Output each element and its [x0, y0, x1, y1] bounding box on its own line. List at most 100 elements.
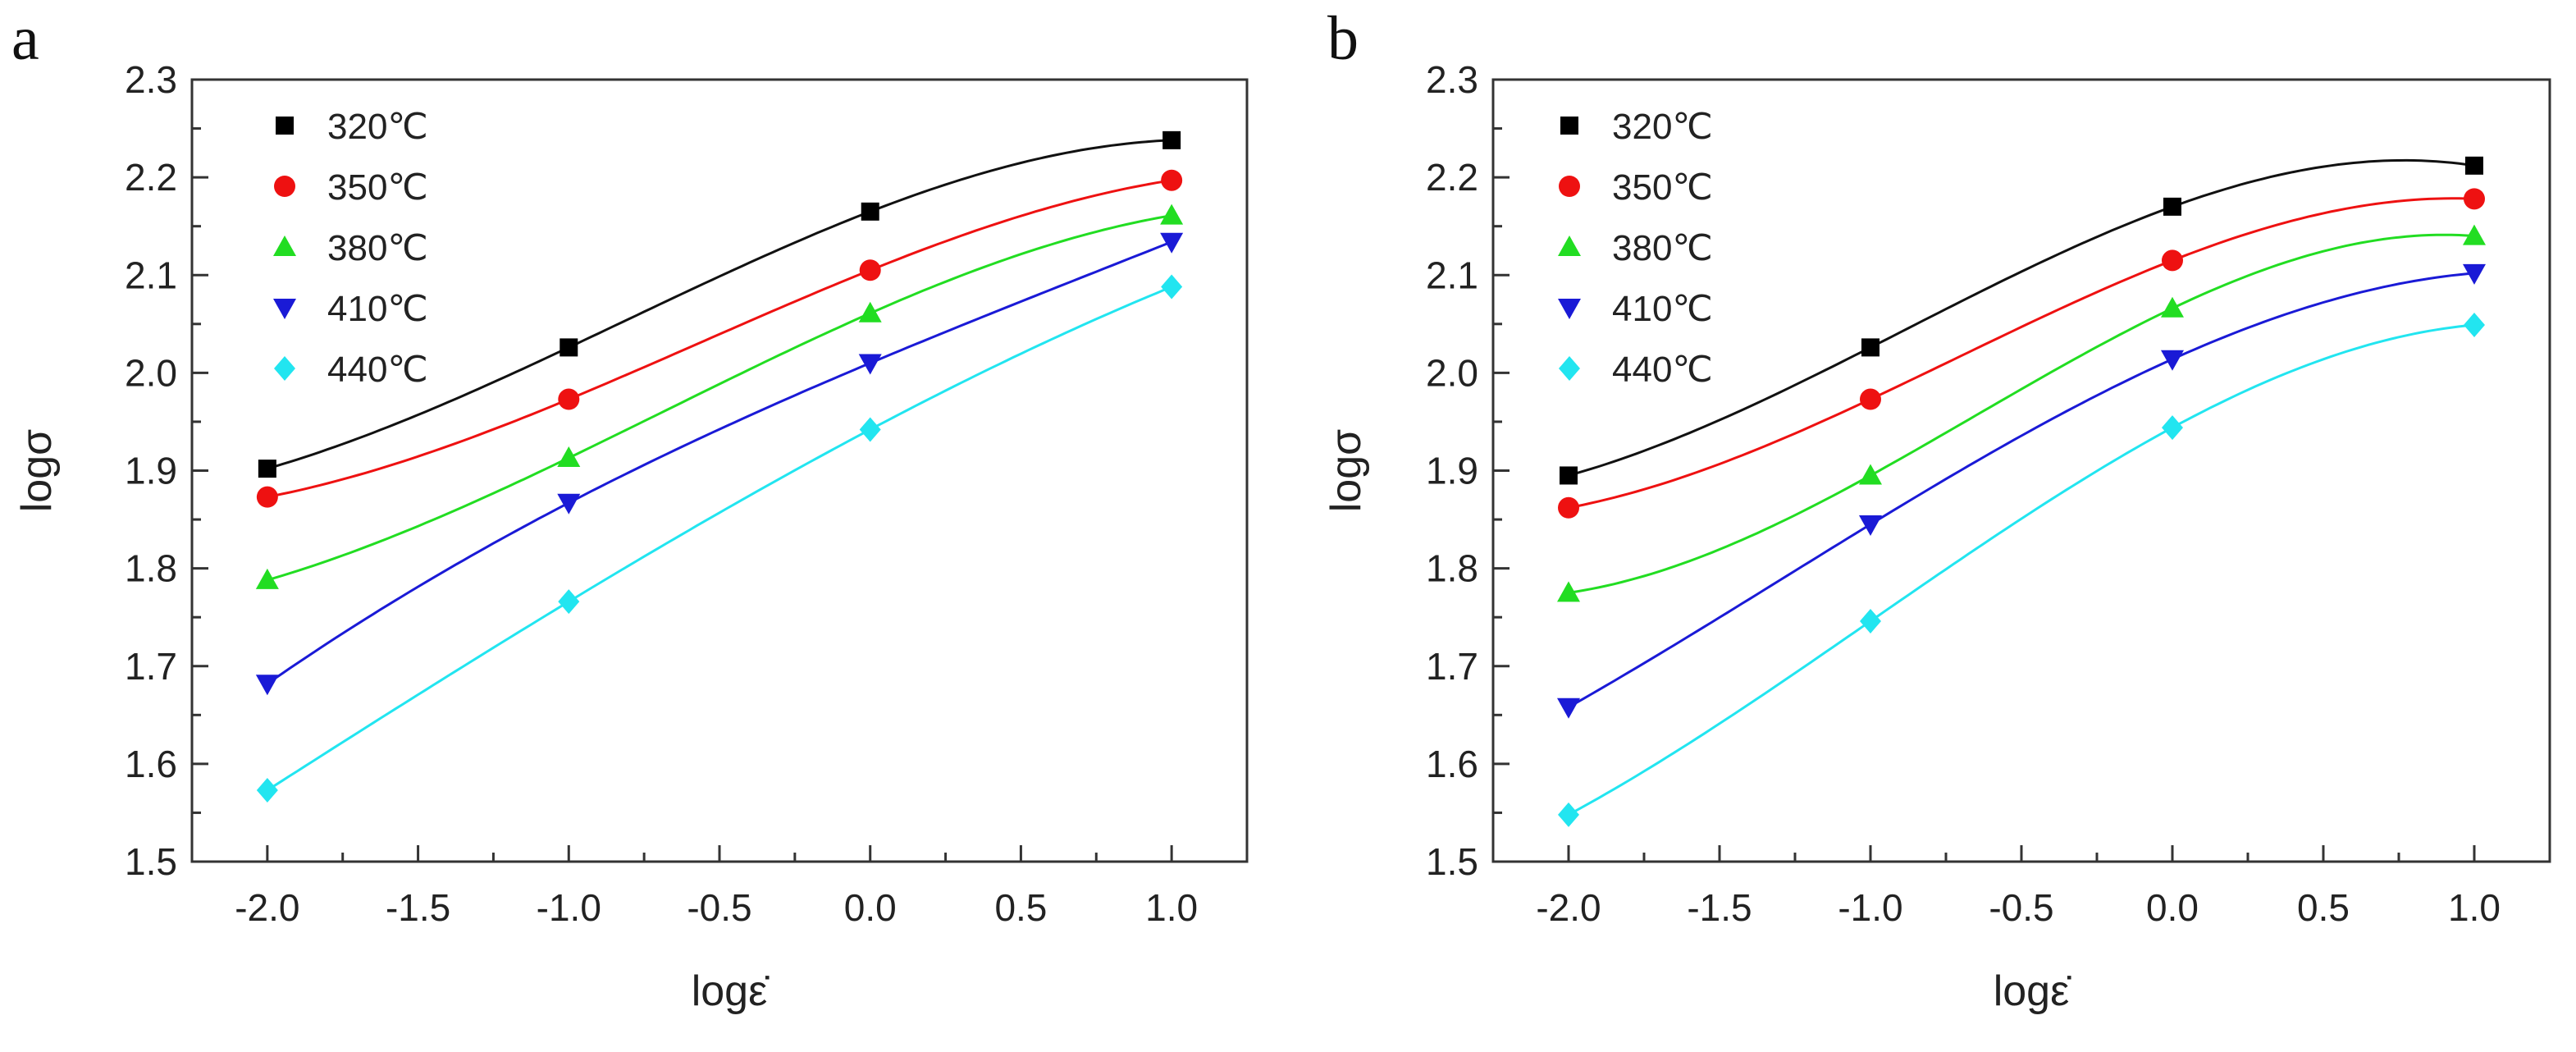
y-tick-label: 1.6 [1426, 743, 1478, 785]
legend-label: 350℃ [1612, 167, 1713, 208]
data-point [2465, 156, 2483, 175]
legend-marker [273, 299, 296, 319]
data-point [2162, 415, 2183, 441]
series-line [267, 286, 1172, 792]
series-0 [258, 130, 1181, 478]
y-tick-label: 2.0 [125, 351, 177, 394]
y-axis-label: logσ [1322, 429, 1370, 513]
data-point [1161, 169, 1183, 191]
x-tick-label: 1.0 [2448, 886, 2501, 929]
data-point [2464, 313, 2485, 338]
y-tick-label: 2.2 [1426, 156, 1478, 199]
data-point [1860, 608, 1881, 633]
y-tick-label: 1.9 [125, 450, 177, 492]
legend-marker [276, 117, 294, 135]
legend-marker [1560, 117, 1578, 135]
data-point [2464, 188, 2485, 210]
y-tick-label: 1.6 [125, 743, 177, 785]
data-point [1162, 130, 1181, 149]
x-tick-label: -0.5 [1989, 886, 2053, 929]
series-line [1568, 158, 2475, 477]
data-point [859, 417, 881, 442]
panel-label: b [1327, 4, 1359, 73]
legend-label: 410℃ [1612, 289, 1713, 329]
y-tick-label: 2.3 [1426, 58, 1478, 101]
legend-marker [273, 236, 296, 256]
series-0 [1560, 156, 2483, 485]
y-tick-label: 1.8 [1426, 547, 1478, 590]
legend-marker [274, 356, 295, 381]
legend-marker [1559, 176, 1580, 197]
legend-marker [1559, 356, 1580, 381]
data-point [2162, 249, 2183, 272]
series-1 [256, 169, 1183, 508]
x-tick-label: 0.5 [994, 886, 1047, 929]
data-point [255, 568, 279, 589]
series-line [1568, 323, 2475, 816]
data-point [858, 301, 882, 322]
x-tick-label: -1.0 [537, 886, 601, 929]
chart-panel-a: a -2.0 -1.5 -1.0 -0.5 0.0 0.5 1.0 1.5 1.6 1.7 1.8 1.… [11, 4, 1249, 1015]
x-tick-label: -2.0 [235, 886, 299, 929]
data-point [1161, 274, 1183, 300]
data-point [2463, 224, 2486, 245]
data-point [2163, 197, 2181, 216]
series-3 [1557, 263, 2486, 719]
legend-label: 410℃ [327, 289, 428, 329]
series-line [1568, 197, 2475, 510]
legend-label: 440℃ [327, 350, 428, 390]
legend-label: 440℃ [1612, 350, 1713, 390]
series-2 [255, 204, 1184, 589]
data-point [255, 675, 279, 696]
data-point [1560, 466, 1578, 485]
x-tick-label: -1.5 [386, 886, 450, 929]
data-point [1558, 496, 1579, 519]
series-3 [255, 232, 1184, 696]
x-tick-label: -2.0 [1536, 886, 1601, 929]
data-point [1557, 581, 1580, 602]
legend-label: 320℃ [327, 107, 428, 147]
y-tick-label: 1.8 [125, 547, 177, 590]
data-point [1558, 802, 1579, 827]
x-axis-label: logε̇ [1994, 967, 2072, 1015]
legend-label: 380℃ [1612, 228, 1713, 268]
y-tick-label: 2.0 [1426, 351, 1478, 394]
data-point [557, 493, 581, 515]
x-tick-label: 1.0 [1145, 886, 1198, 929]
legend-marker [274, 176, 295, 197]
x-tick-label: -1.0 [1838, 886, 1902, 929]
series-2 [1557, 224, 2486, 602]
x-axis-label: logε̇ [692, 967, 770, 1015]
series-4 [1558, 313, 2485, 827]
data-point [2161, 296, 2184, 318]
data-point [1860, 388, 1881, 410]
legend-marker [1558, 299, 1581, 319]
series-4 [256, 274, 1183, 803]
data-point [2463, 263, 2486, 285]
series-line [267, 179, 1172, 499]
data-point [256, 778, 278, 803]
data-point [1859, 464, 1882, 485]
data-point [258, 460, 276, 478]
data-point [1160, 232, 1184, 254]
series-line [267, 214, 1172, 582]
y-tick-label: 1.9 [1426, 450, 1478, 492]
panel-label: a [11, 4, 39, 73]
y-tick-label: 1.5 [1426, 840, 1478, 883]
series-line [267, 139, 1172, 470]
data-point [1861, 338, 1879, 357]
data-point [1160, 204, 1184, 225]
series-line [267, 240, 1172, 685]
data-point [256, 486, 278, 508]
chart-panel-b: b -2.0 -1.5 -1.0 -0.5 0.0 0.5 1.0 1.5 1.6 1.7 1.8 1.… [1322, 4, 2551, 1015]
data-point [1859, 515, 1882, 537]
x-tick-label: 0.5 [2297, 886, 2350, 929]
data-point [2161, 350, 2184, 371]
data-point [859, 259, 881, 281]
y-axis-label: logσ [13, 429, 61, 513]
y-tick-label: 1.7 [1426, 645, 1478, 688]
y-tick-label: 1.7 [125, 645, 177, 688]
x-tick-label: -1.5 [1687, 886, 1752, 929]
data-point [560, 338, 578, 357]
